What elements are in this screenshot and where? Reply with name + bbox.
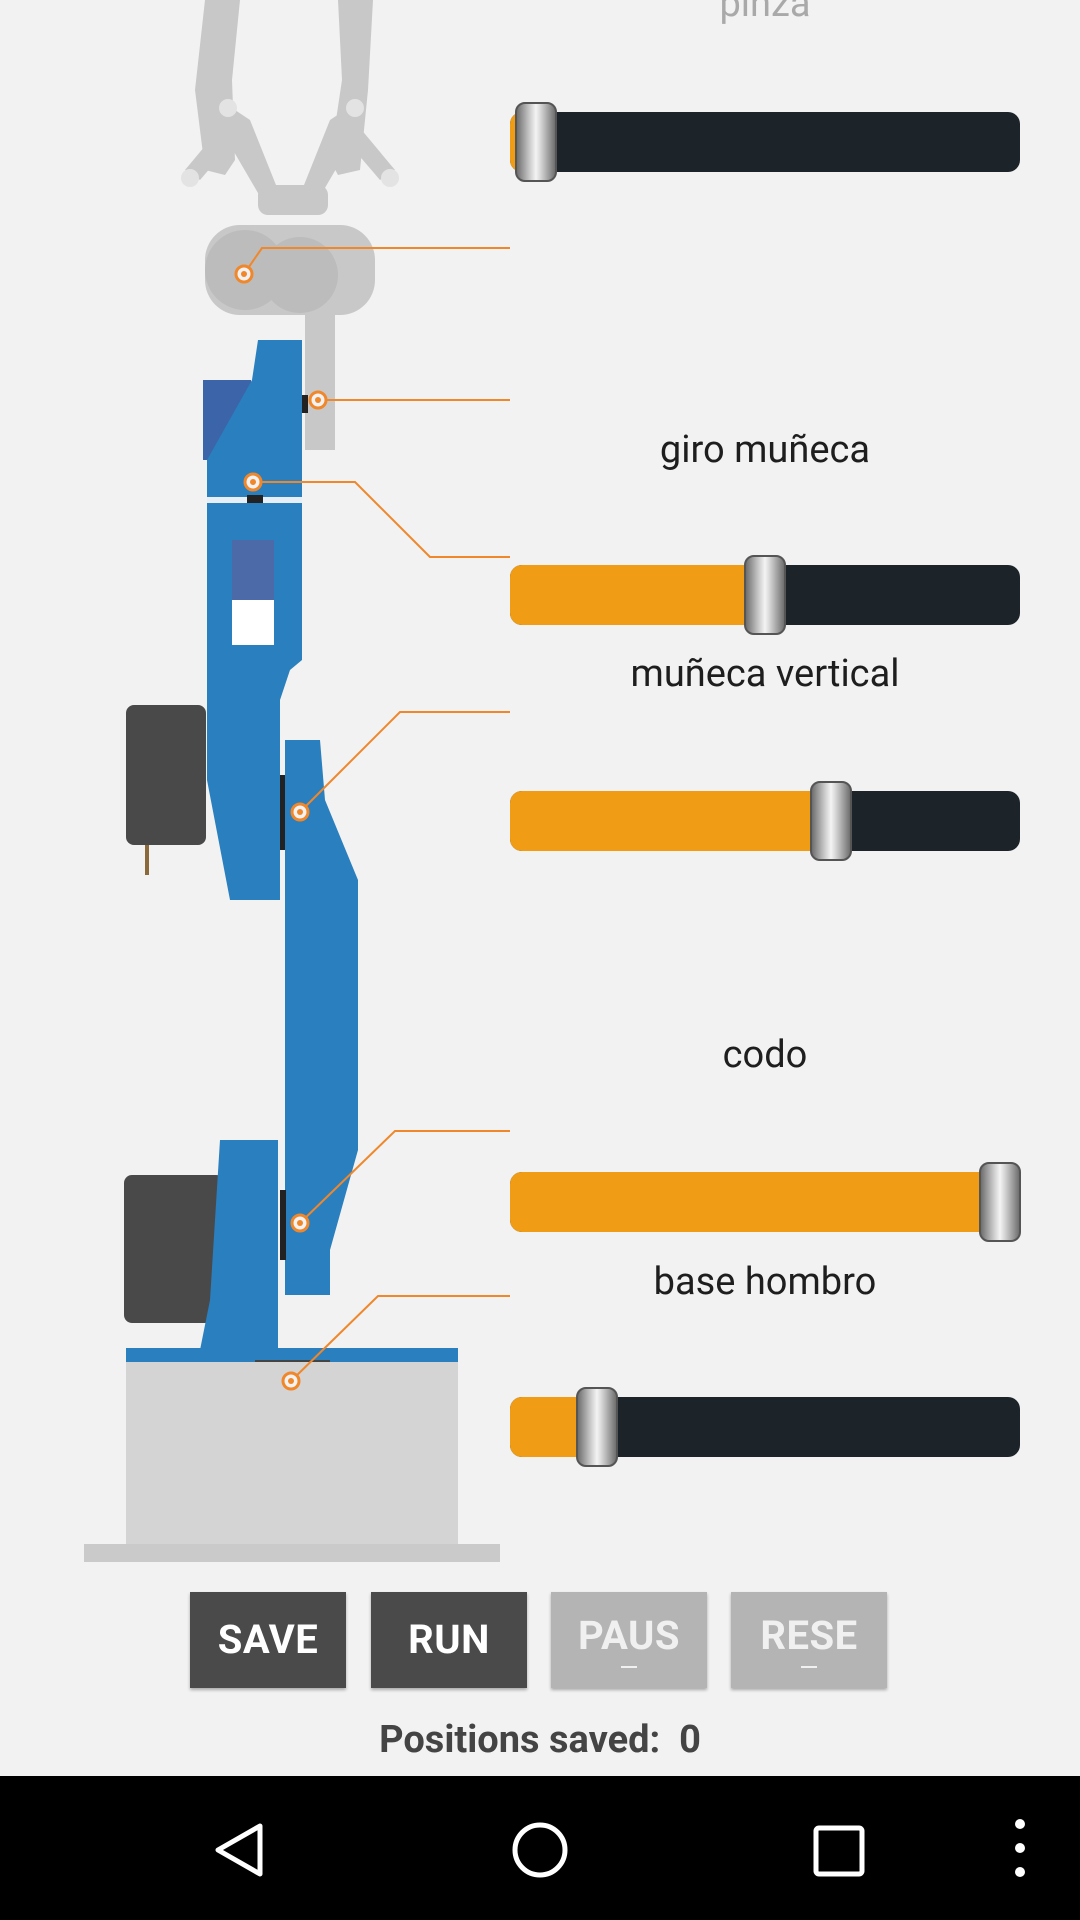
slider-giro-muneca[interactable] [510, 555, 1020, 635]
slider-thumb[interactable] [810, 781, 853, 861]
save-button[interactable]: SAVE [190, 1592, 346, 1688]
pause-button[interactable]: PAUS [551, 1592, 707, 1688]
reset-button[interactable]: RESE [731, 1592, 887, 1688]
servo-label-giro-muneca: giro muñeca [659, 428, 871, 472]
recents-square-icon[interactable] [812, 1824, 866, 1878]
slider-thumb[interactable] [575, 1387, 618, 1467]
slider-thumb[interactable] [514, 102, 557, 182]
home-circle-icon[interactable] [510, 1820, 570, 1880]
slider-track [510, 1172, 1020, 1232]
slider-thumb[interactable] [978, 1162, 1021, 1242]
robot-arm-diagram [84, 0, 510, 1562]
overflow-menu-icon[interactable] [1008, 1816, 1032, 1880]
slider-codo[interactable] [510, 1162, 1021, 1242]
positions-saved-status: Positions saved: 0 [0, 1718, 1080, 1762]
servo-label-pinza: pinza [719, 0, 811, 26]
navigation-bar [0, 1776, 1080, 1920]
upper-arm-illustration [203, 340, 308, 900]
slider-base-hombro[interactable] [510, 1387, 1020, 1467]
slider-muneca-vertical[interactable] [510, 781, 1020, 861]
guide-lines [243, 247, 510, 1382]
slider-thumb[interactable] [744, 555, 786, 635]
run-button[interactable]: RUN [371, 1592, 527, 1688]
shoulder-illustration [124, 1140, 286, 1350]
slider-fill [510, 565, 765, 625]
servo-label-codo: codo [722, 1033, 808, 1077]
forearm-illustration [285, 740, 358, 1295]
servo-label-base-hombro: base hombro [653, 1260, 877, 1304]
base-illustration [84, 1348, 500, 1562]
reset-button-label: RESE [760, 1612, 858, 1659]
slider-pinza[interactable] [510, 102, 1020, 182]
slider-fill [510, 1172, 1000, 1232]
pause-button-label: PAUS [577, 1612, 681, 1659]
positions-saved-count: 0 [679, 1718, 701, 1762]
elbow-servo-illustration [126, 705, 286, 875]
back-triangle-icon[interactable] [212, 1822, 268, 1878]
positions-saved-label: Positions saved: [379, 1718, 661, 1762]
slider-track [510, 791, 1020, 851]
slider-track [510, 112, 1020, 172]
slider-fill [510, 791, 832, 851]
servo-label-muneca-vertical: muñeca vertical [630, 652, 900, 696]
